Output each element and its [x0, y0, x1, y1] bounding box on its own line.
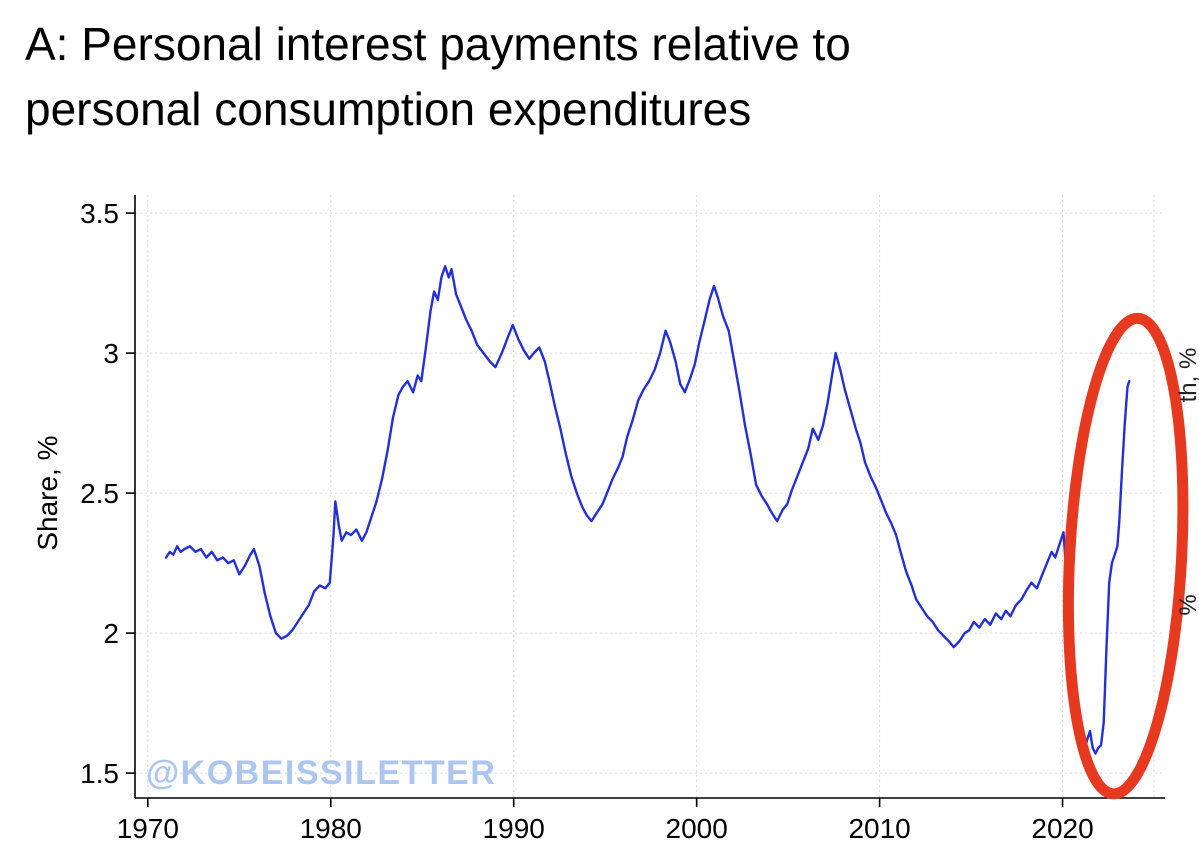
chart-title-line-1: A: Personal interest payments relative t… [25, 18, 851, 70]
x-tick-label: 1970 [117, 813, 179, 844]
y-tick-label: 2 [103, 618, 119, 649]
watermark: @KOBEISSILETTER [146, 754, 496, 792]
y-tick-label: 3 [103, 338, 119, 369]
right-edge-clipped-text: th, % [1175, 348, 1199, 403]
chart-title: A: Personal interest payments relative t… [25, 12, 851, 143]
x-tick-label: 1980 [300, 813, 362, 844]
y-tick-label: 3.5 [80, 198, 119, 229]
highlight-ellipse [1062, 312, 1189, 800]
x-tick-label: 2010 [848, 813, 910, 844]
x-tick-label: 1990 [483, 813, 545, 844]
right-edge-clipped-text: % [1175, 594, 1199, 615]
y-tick-label: 1.5 [80, 758, 119, 789]
y-axis-title: Share, % [32, 436, 63, 551]
chart-title-line-2: personal consumption expenditures [25, 83, 752, 136]
x-tick-label: 2020 [1031, 813, 1093, 844]
data-line [164, 265, 1131, 755]
y-tick-label: 2.5 [80, 478, 119, 509]
x-tick-label: 2000 [666, 813, 728, 844]
